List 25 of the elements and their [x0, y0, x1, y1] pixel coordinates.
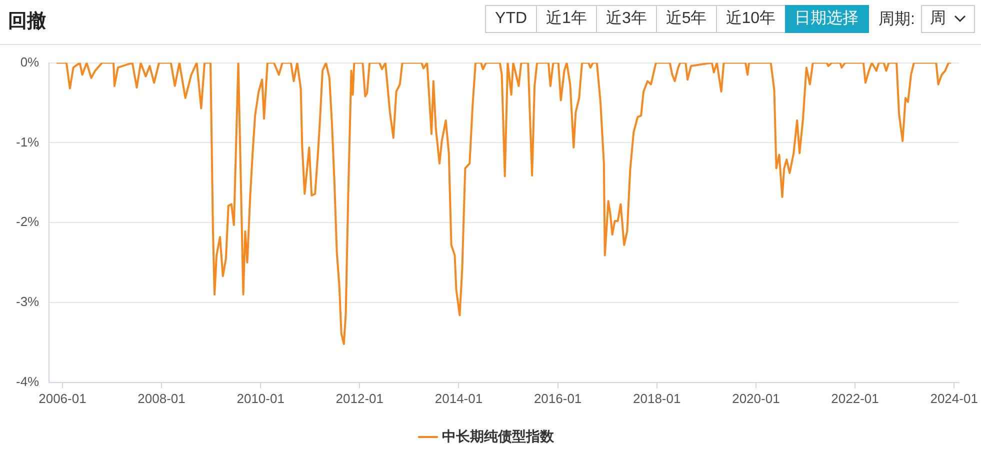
x-tick-label: 2014-01	[434, 390, 483, 406]
text: 周	[930, 9, 946, 29]
x-tick-label: 2018-01	[633, 390, 681, 406]
text: 近3年	[596, 5, 657, 33]
x-tick-label: 2010-01	[236, 390, 284, 406]
chart-title: 回撤	[8, 10, 46, 34]
text: YTD	[485, 5, 538, 33]
x-tick-label: 2012-01	[336, 390, 384, 406]
x-tick-label: 2008-01	[138, 390, 186, 406]
text: 近5年	[656, 5, 717, 33]
x-tick-label: 2020-01	[732, 390, 780, 406]
y-tick-label: -2%	[16, 214, 40, 230]
y-tick-label: 0%	[20, 54, 40, 70]
x-tick-label: 2024-01	[930, 390, 978, 406]
y-tick-label: -1%	[16, 134, 40, 150]
x-tick-label: 2016-01	[534, 390, 582, 406]
legend-label: 中长期纯债型指数	[442, 428, 555, 444]
y-tick-label: -3%	[16, 294, 40, 310]
text: 近1年	[536, 5, 597, 33]
text: 日期选择	[784, 5, 869, 33]
x-tick-label: 2022-01	[831, 390, 879, 406]
text: 周期:	[878, 10, 915, 30]
y-tick-label: -4%	[16, 374, 40, 389]
x-tick-label: 2006-01	[38, 390, 86, 406]
text: 近10年	[716, 5, 786, 33]
